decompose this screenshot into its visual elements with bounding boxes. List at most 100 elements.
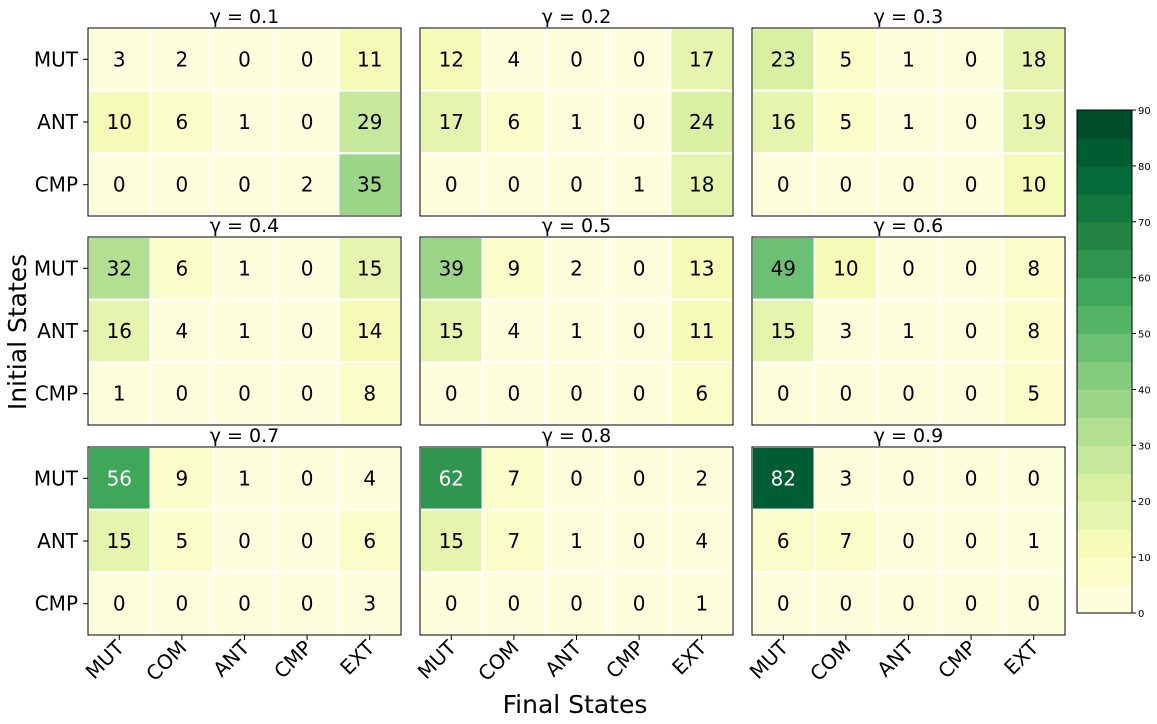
cell-value-label: 13 xyxy=(689,256,714,280)
cell-value-label: 5 xyxy=(840,47,853,71)
colorbar-tick-label: 10 xyxy=(1138,553,1151,564)
cell-value-label: 0 xyxy=(508,592,521,616)
x-tick-label: MUT xyxy=(413,635,462,684)
cell-value-label: 0 xyxy=(176,382,189,406)
heatmap-cell xyxy=(212,89,277,155)
cell-value-label: 0 xyxy=(902,592,915,616)
panel-title: γ = 0.1 xyxy=(210,6,279,28)
cell-value-label: 17 xyxy=(439,110,464,134)
heatmap-cell xyxy=(669,298,735,364)
colorbar-segment xyxy=(1077,445,1132,474)
cell-value-label: 3 xyxy=(363,592,376,616)
cell-value-label: 0 xyxy=(902,173,915,197)
cell-value-label: 0 xyxy=(633,256,646,280)
colorbar-segment xyxy=(1077,585,1132,614)
x-tick-label: CMP xyxy=(601,636,649,684)
cell-value-label: 4 xyxy=(508,319,521,343)
colorbar-segment xyxy=(1077,473,1132,502)
colorbar-tick-label: 20 xyxy=(1138,497,1151,508)
x-tick-label: MUT xyxy=(81,635,130,684)
colorbar-segment xyxy=(1077,137,1132,167)
colorbar-segment xyxy=(1077,305,1132,335)
cell-value-label: 6 xyxy=(176,256,189,280)
y-tick-label: ANT xyxy=(37,110,79,134)
cell-value-label: 16 xyxy=(107,319,132,343)
colorbar-segment xyxy=(1077,165,1132,195)
panel-title: γ = 0.9 xyxy=(874,425,943,447)
cell-value-label: 0 xyxy=(301,110,314,134)
heatmap-cell xyxy=(274,152,340,217)
heatmap-cell xyxy=(337,508,402,574)
heatmap-cell xyxy=(337,89,402,155)
cell-value-label: 0 xyxy=(301,592,314,616)
colorbar-segment xyxy=(1077,221,1132,251)
cell-value-label: 49 xyxy=(771,256,796,280)
x-tick-label: CMP xyxy=(933,636,981,684)
cell-value-label: 82 xyxy=(771,466,796,490)
cell-value-label: 32 xyxy=(107,256,132,280)
colorbar-segment xyxy=(1077,389,1132,418)
cell-value-label: 1 xyxy=(570,110,583,134)
colorbar-segment xyxy=(1077,361,1132,390)
heatmap-panel: 39 9 2 0 13 15 4 1 0 11 0 0 0 0 6 γ = 0.5 xyxy=(419,215,735,427)
cell-value-label: 1 xyxy=(1027,529,1040,553)
cell-value-label: 0 xyxy=(902,466,915,490)
cell-value-label: 0 xyxy=(570,466,583,490)
cell-value-label: 14 xyxy=(357,319,382,343)
cell-value-label: 0 xyxy=(777,173,790,197)
heatmap-cell xyxy=(544,27,609,92)
x-tick-label: COM xyxy=(473,636,523,686)
heatmap-cell xyxy=(337,361,402,427)
cell-value-label: 5 xyxy=(1027,382,1040,406)
cell-value-label: 6 xyxy=(777,529,790,553)
cell-value-label: 0 xyxy=(508,382,521,406)
heatmap-cell xyxy=(419,236,484,301)
cell-value-label: 4 xyxy=(363,466,376,490)
cell-value-label: 39 xyxy=(439,256,464,280)
cell-value-label: 0 xyxy=(445,382,458,406)
heatmap-panel: 62 7 0 0 2 15 7 1 0 4 0 0 0 0 1 γ = 0.8 MUT COM ANT CMP EXT xyxy=(413,425,735,686)
cell-value-label: 7 xyxy=(508,466,521,490)
heatmap-cell xyxy=(481,298,547,364)
colorbar-segment xyxy=(1077,193,1132,223)
colorbar-segment xyxy=(1077,501,1132,530)
y-tick-label: MUT xyxy=(34,256,79,280)
cell-value-label: 0 xyxy=(965,592,978,616)
heatmap-cell xyxy=(1001,508,1067,574)
cell-value-label: 8 xyxy=(1027,319,1040,343)
panel-title: γ = 0.4 xyxy=(210,215,279,237)
heatmap-cell xyxy=(544,446,609,511)
heatmap-cell xyxy=(149,508,215,574)
heatmap-cell xyxy=(606,446,672,511)
cell-value-label: 9 xyxy=(508,256,521,280)
heatmap-cell xyxy=(544,361,609,427)
cell-value-label: 0 xyxy=(902,529,915,553)
cell-value-label: 0 xyxy=(508,173,521,197)
x-tick-label: EXT xyxy=(667,635,712,680)
cell-value-label: 0 xyxy=(965,173,978,197)
heatmap-cell xyxy=(1001,361,1067,427)
cell-value-label: 0 xyxy=(840,382,853,406)
heatmap-cell xyxy=(149,152,215,217)
colorbar: 0 10 20 30 40 50 60 70 80 90 xyxy=(1076,106,1151,620)
y-tick-label: CMP xyxy=(35,592,78,616)
colorbar-tick-label: 40 xyxy=(1138,385,1151,396)
cell-value-label: 0 xyxy=(1027,592,1040,616)
heatmap-cell xyxy=(337,571,402,636)
cell-value-label: 0 xyxy=(777,382,790,406)
cell-value-label: 17 xyxy=(689,47,714,71)
cell-value-label: 0 xyxy=(570,382,583,406)
colorbar-tick-label: 60 xyxy=(1138,274,1151,285)
cell-value-label: 6 xyxy=(363,529,376,553)
cell-value-label: 6 xyxy=(695,382,708,406)
cell-value-label: 4 xyxy=(695,529,708,553)
cell-value-label: 0 xyxy=(633,110,646,134)
x-tick-label: ANT xyxy=(872,635,918,681)
heatmap-cell xyxy=(337,298,402,364)
colorbar-segment xyxy=(1077,557,1132,586)
colorbar-segment xyxy=(1077,249,1132,279)
heatmap-panel: 12 4 0 0 17 17 6 1 0 24 0 0 0 1 18 γ = 0.2 xyxy=(419,6,735,217)
